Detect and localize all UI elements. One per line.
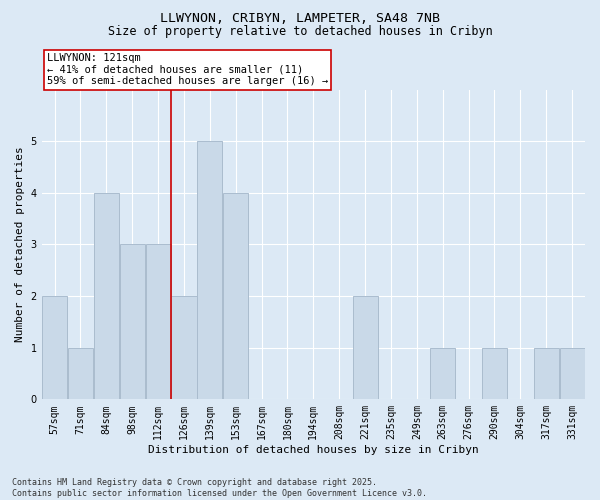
Text: Contains HM Land Registry data © Crown copyright and database right 2025.
Contai: Contains HM Land Registry data © Crown c… xyxy=(12,478,427,498)
Text: LLWYNON, CRIBYN, LAMPETER, SA48 7NB: LLWYNON, CRIBYN, LAMPETER, SA48 7NB xyxy=(160,12,440,26)
Bar xyxy=(482,348,507,400)
Bar xyxy=(223,193,248,400)
Bar xyxy=(146,244,170,400)
Bar xyxy=(560,348,584,400)
Bar xyxy=(172,296,197,400)
Bar xyxy=(197,141,223,400)
Y-axis label: Number of detached properties: Number of detached properties xyxy=(15,146,25,342)
Text: Size of property relative to detached houses in Cribyn: Size of property relative to detached ho… xyxy=(107,25,493,38)
Bar xyxy=(68,348,93,400)
Text: LLWYNON: 121sqm
← 41% of detached houses are smaller (11)
59% of semi-detached h: LLWYNON: 121sqm ← 41% of detached houses… xyxy=(47,54,328,86)
Bar xyxy=(94,193,119,400)
Bar xyxy=(533,348,559,400)
X-axis label: Distribution of detached houses by size in Cribyn: Distribution of detached houses by size … xyxy=(148,445,479,455)
Bar xyxy=(119,244,145,400)
Bar xyxy=(353,296,377,400)
Bar xyxy=(430,348,455,400)
Bar xyxy=(42,296,67,400)
